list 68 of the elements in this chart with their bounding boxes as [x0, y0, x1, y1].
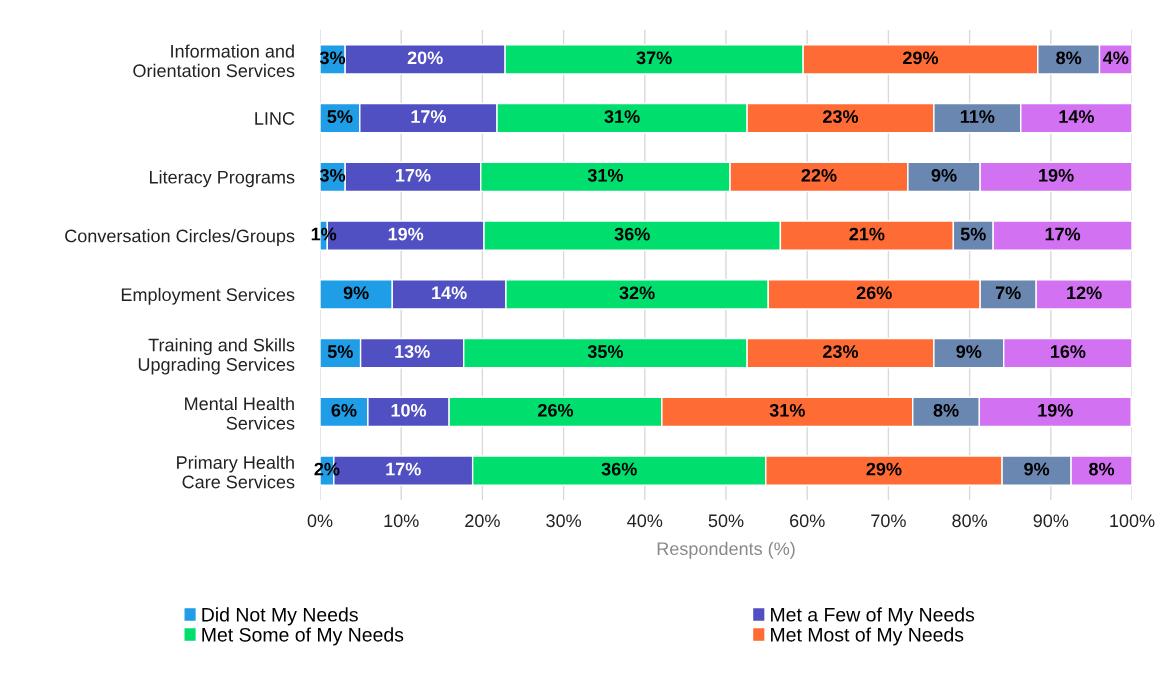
y-tick-label: Employment Services — [121, 287, 295, 305]
data-label: 4% — [1102, 51, 1129, 65]
data-label: 8% — [1056, 51, 1082, 65]
data-label: 9% — [931, 168, 957, 182]
legend-label: Met Most of My Needs — [771, 627, 964, 646]
data-label: 17% — [1045, 227, 1081, 241]
y-tick-label: Literacy Programs — [149, 170, 295, 188]
y-tick-label: LINC — [255, 112, 295, 125]
data-label: 16% — [1050, 345, 1086, 358]
data-label: 13% — [395, 345, 430, 358]
data-label: 6% — [331, 403, 357, 417]
data-label: 26% — [538, 403, 574, 417]
data-label: 21% — [849, 227, 885, 241]
data-label: 9% — [956, 345, 982, 358]
data-label: 5% — [960, 227, 986, 241]
data-label: 26% — [856, 286, 892, 300]
legend-label: Met a Few of My Needs — [771, 607, 975, 626]
data-label: 31% — [604, 110, 640, 123]
x-tick-label: 40% — [627, 514, 663, 528]
x-tick-label: 10% — [384, 514, 419, 528]
y-tick-label: Conversation Circles/Groups — [65, 229, 295, 246]
data-label: 31% — [769, 403, 805, 417]
data-label: 17% — [411, 110, 446, 123]
data-label: 32% — [619, 286, 655, 300]
data-label: 29% — [866, 462, 902, 476]
data-label: 11% — [960, 110, 995, 123]
data-label: 23% — [823, 345, 859, 358]
x-tick-label: 90% — [1033, 514, 1069, 528]
data-label: 14% — [1059, 110, 1094, 123]
data-label: 17% — [386, 462, 421, 476]
x-tick-label: 0% — [307, 514, 333, 528]
legend-label: Met Some of My Needs — [202, 627, 404, 646]
x-axis-title: Respondents (%) — [657, 541, 795, 559]
x-tick-label: 100% — [1110, 514, 1155, 528]
x-tick-label: 20% — [465, 514, 500, 528]
y-tick-label: Primary Health Care Services — [177, 455, 295, 489]
data-label: 10% — [391, 403, 427, 417]
data-label: 31% — [587, 168, 624, 182]
data-label: 36% — [601, 462, 637, 476]
data-label: 5% — [327, 110, 353, 123]
data-label: 20% — [407, 51, 443, 65]
data-label: 8% — [933, 403, 959, 417]
data-label: 19% — [1039, 168, 1074, 182]
data-label: 12% — [1067, 286, 1102, 300]
x-tick-label: 30% — [546, 514, 582, 528]
x-tick-label: 70% — [871, 514, 906, 528]
data-label: 8% — [1089, 462, 1115, 476]
data-label: 17% — [396, 168, 431, 182]
x-tick-label: 80% — [952, 514, 988, 528]
data-label: 7% — [995, 286, 1021, 300]
y-tick-label: Information and Orientation Services — [133, 44, 295, 78]
data-label: 19% — [388, 227, 424, 241]
data-label: 29% — [903, 51, 939, 65]
data-label: 9% — [343, 286, 369, 300]
data-label: 35% — [587, 345, 624, 358]
data-label: 9% — [1024, 462, 1050, 476]
y-tick-label: Mental Health Services — [185, 396, 295, 430]
data-label: 19% — [1038, 403, 1073, 417]
data-label: 37% — [636, 51, 672, 65]
data-label: 36% — [614, 227, 650, 241]
data-label: 22% — [801, 168, 837, 182]
x-tick-label: 60% — [790, 514, 825, 528]
y-tick-label: Training and Skills Upgrading Services — [138, 338, 295, 375]
data-label: 5% — [327, 345, 353, 358]
x-tick-label: 50% — [708, 514, 744, 528]
data-label: 23% — [823, 110, 859, 123]
data-label: 14% — [432, 286, 467, 300]
legend-label: Did Not My Needs — [202, 607, 358, 626]
